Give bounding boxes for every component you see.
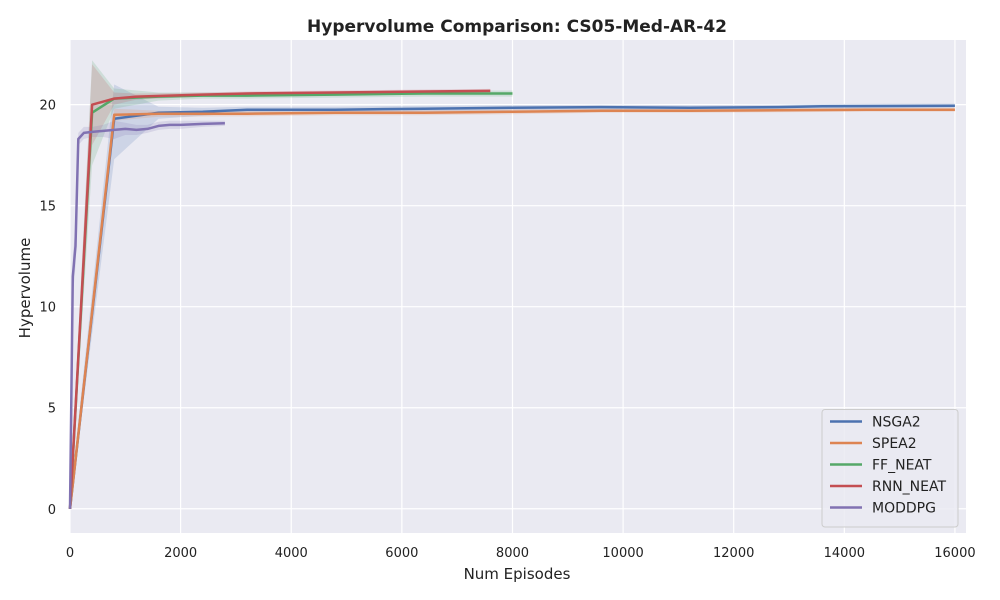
grid-lines — [69, 40, 966, 533]
y-axis-label: Hypervolume — [16, 238, 34, 339]
legend-label-spea2: SPEA2 — [872, 436, 917, 452]
series-line-spea2 — [68, 108, 955, 509]
band-ff-neat — [70, 60, 513, 509]
legend-label-rnn-neat: RNN_NEAT — [872, 479, 946, 495]
y-tick-label: 0 — [48, 503, 56, 518]
legend-box — [821, 409, 959, 528]
x-tick-label: 0 — [66, 546, 74, 561]
legend-label-ff-neat: FF_NEAT — [872, 458, 932, 474]
x-tick-label: 14000 — [824, 546, 865, 561]
legend-label-moddpg: MODDPG — [872, 501, 936, 517]
band-rnn-neat — [70, 64, 491, 509]
x-tick-label: 6000 — [385, 546, 418, 561]
y-tick-label: 10 — [39, 301, 56, 316]
series-line-rnn-neat — [68, 89, 491, 509]
x-tick-label: 16000 — [934, 546, 975, 561]
legend: NSGA2 SPEA2 FF_NEAT RNN_NEAT MODDPG — [821, 409, 959, 528]
confidence-bands — [70, 60, 955, 509]
x-tick-labels: 0 2000 4000 6000 8000 10000 12000 14000 16000 — [66, 546, 976, 561]
chart-title: Hypervolume Comparison: CS05-Med-AR-42 — [307, 17, 727, 37]
y-tick-label: 20 — [39, 99, 56, 114]
x-axis-label: Num Episodes — [464, 565, 571, 583]
y-tick-label: 15 — [39, 200, 56, 215]
y-tick-label: 5 — [48, 402, 56, 417]
series-lines — [68, 89, 955, 509]
x-tick-label: 10000 — [602, 546, 643, 561]
series-line-moddpg — [68, 121, 225, 509]
legend-label-nsga2: NSGA2 — [872, 415, 921, 431]
x-tick-label: 4000 — [275, 546, 308, 561]
y-tick-labels: 0 5 10 15 20 — [39, 99, 56, 518]
x-tick-label: 12000 — [713, 546, 754, 561]
x-tick-label: 2000 — [164, 546, 197, 561]
x-tick-label: 8000 — [496, 546, 529, 561]
